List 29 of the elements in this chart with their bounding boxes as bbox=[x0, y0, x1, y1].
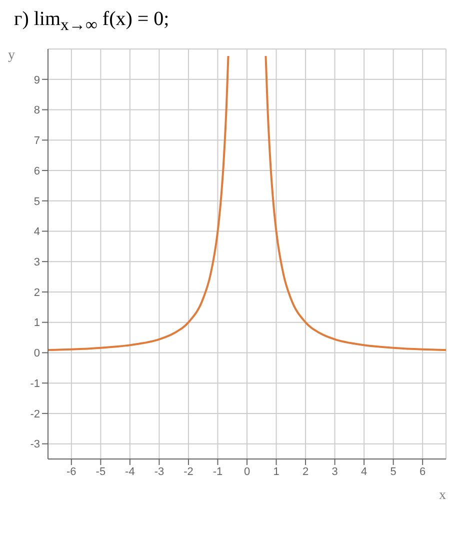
y-tick-label: 9 bbox=[34, 74, 40, 86]
y-tick-label: 4 bbox=[34, 226, 40, 238]
y-tick-label: 6 bbox=[34, 165, 40, 178]
x-tick-label: 0 bbox=[244, 466, 250, 478]
y-tick-label: 7 bbox=[34, 135, 40, 148]
y-tick-label: 2 bbox=[34, 286, 40, 299]
x-tick-label: -2 bbox=[184, 466, 194, 478]
x-tick-label: -4 bbox=[125, 466, 135, 478]
x-tick-label: -5 bbox=[96, 466, 106, 478]
y-tick-label: 1 bbox=[34, 317, 40, 330]
x-axis-title: x bbox=[439, 488, 446, 503]
x-tick-label: 1 bbox=[273, 466, 280, 478]
y-tick-label: 0 bbox=[34, 348, 40, 360]
y-tick-label: 5 bbox=[34, 196, 40, 208]
chart-title: г) lim$_{x→∞}$ f(x) = 0; bbox=[14, 8, 170, 34]
y-tick-label: 8 bbox=[34, 104, 40, 117]
x-tick-label: 4 bbox=[360, 466, 368, 478]
x-tick-label: 3 bbox=[332, 466, 338, 478]
x-tick-label: -6 bbox=[66, 466, 76, 478]
x-tick-label: -1 bbox=[212, 466, 223, 478]
y-tick-label: -1 bbox=[30, 378, 40, 390]
y-tick-label: -3 bbox=[30, 438, 40, 451]
x-tick-label: -3 bbox=[154, 466, 164, 478]
y-axis-title: y bbox=[8, 48, 15, 63]
x-tick-label: 2 bbox=[302, 466, 309, 478]
x-tick-label: 6 bbox=[420, 466, 426, 478]
x-tick-label: 5 bbox=[390, 466, 396, 478]
y-tick-label: -2 bbox=[30, 408, 40, 420]
y-tick-label: 3 bbox=[34, 256, 40, 268]
